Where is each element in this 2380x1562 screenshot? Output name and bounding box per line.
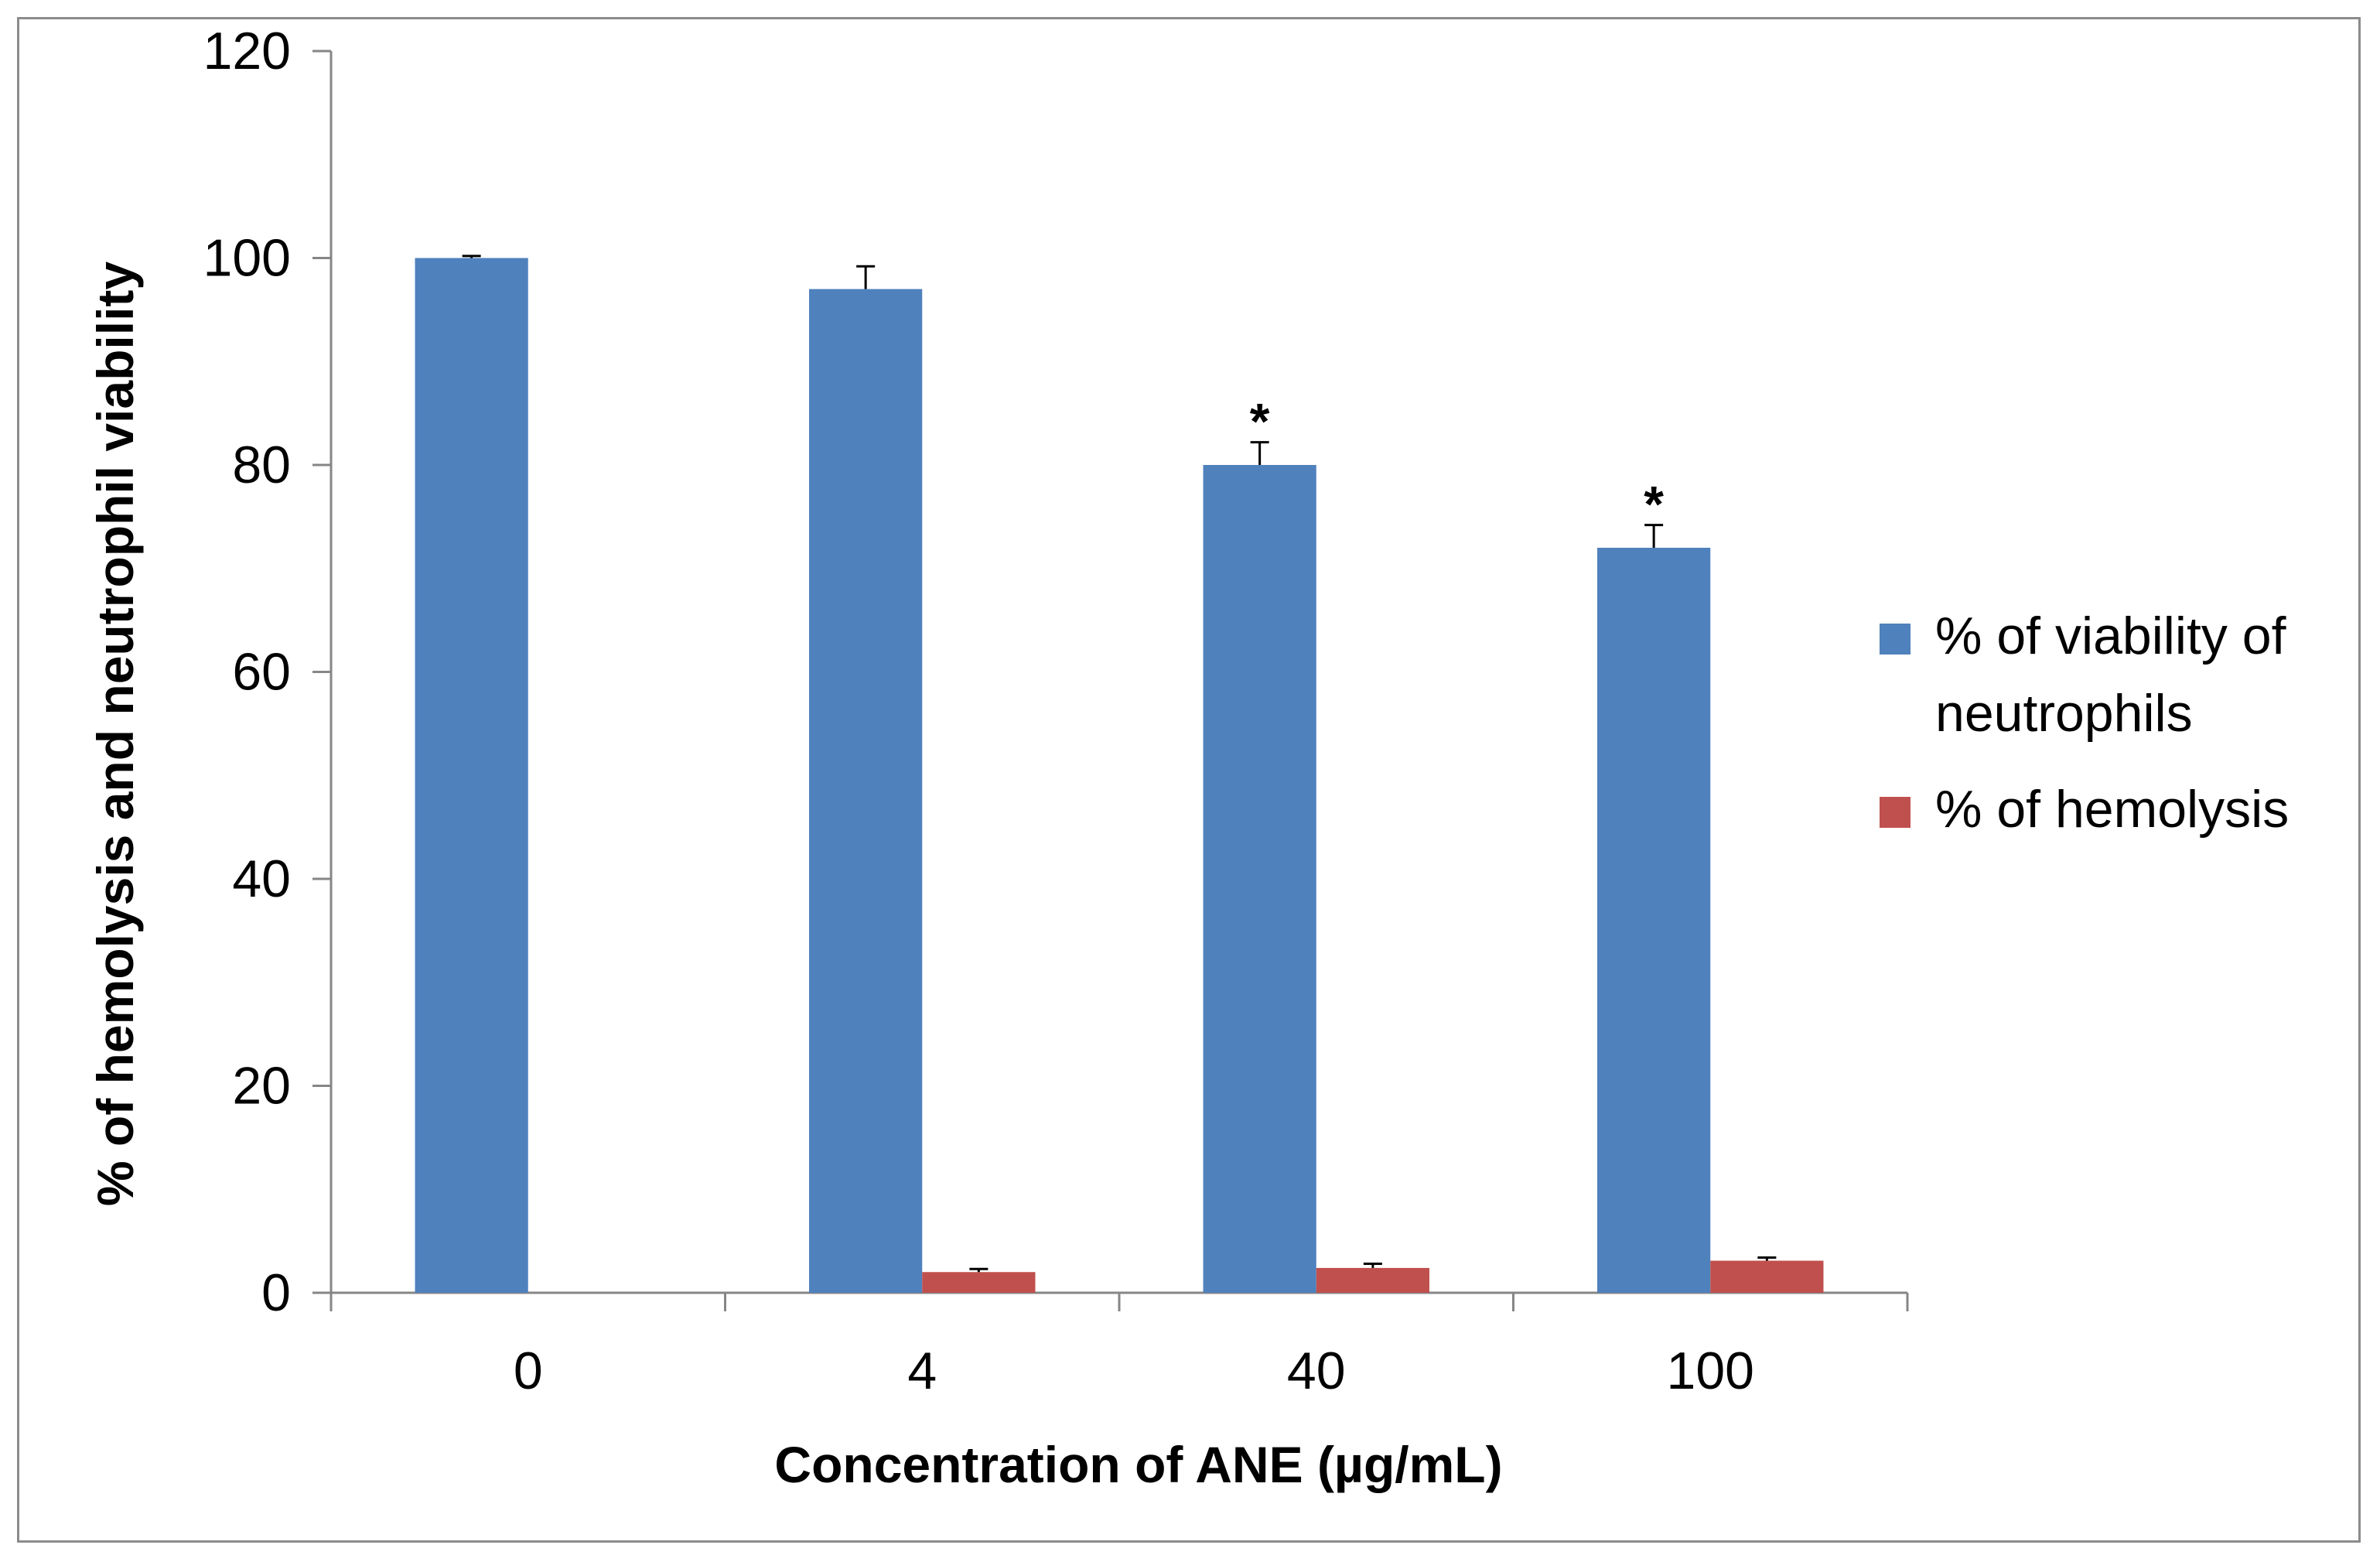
- chart-frame: [17, 17, 2361, 1543]
- y-axis: 0 20 40 60 80 100 120: [203, 22, 333, 1322]
- x-axis: 0 4 40 100: [330, 1291, 1909, 1400]
- legend-swatch: [1880, 797, 1910, 828]
- y-axis-title: % of hemolysis and neutrophil viability: [87, 261, 144, 1206]
- significance-marker: *: [1644, 476, 1664, 533]
- bar: [922, 1272, 1036, 1293]
- y-tick-label: 80: [232, 436, 291, 494]
- bar: [1710, 1260, 1824, 1293]
- bar: [415, 258, 528, 1293]
- legend: % of viability of neutrophils % of hemolys…: [1880, 607, 2289, 839]
- legend-label: neutrophils: [1935, 684, 2193, 743]
- x-tick-label: 4: [907, 1342, 937, 1400]
- x-tick-label: 40: [1287, 1342, 1346, 1400]
- significance-marker: *: [1250, 393, 1270, 450]
- legend-item: % of hemolysis: [1880, 780, 2289, 839]
- bars: [415, 255, 1824, 1293]
- bar: [809, 289, 923, 1293]
- bar: [1316, 1267, 1429, 1293]
- annotations: **: [1250, 393, 1665, 533]
- x-tick-label: 100: [1667, 1342, 1754, 1400]
- legend-label: % of viability of: [1935, 607, 2286, 665]
- bar: [1203, 465, 1316, 1293]
- x-tick-label: 0: [514, 1342, 543, 1400]
- legend-item: % of viability of neutrophils: [1880, 607, 2286, 743]
- x-axis-title: Concentration of ANE (µg/mL): [774, 1436, 1502, 1493]
- y-tick-label: 0: [261, 1263, 291, 1322]
- legend-swatch: [1880, 624, 1910, 655]
- bar: [1597, 548, 1711, 1293]
- y-tick-label: 120: [203, 22, 291, 80]
- y-tick-label: 100: [203, 229, 291, 288]
- y-tick-label: 40: [232, 849, 291, 908]
- y-tick-label: 20: [232, 1057, 291, 1116]
- y-tick-label: 60: [232, 643, 291, 702]
- legend-label: % of hemolysis: [1935, 780, 2289, 839]
